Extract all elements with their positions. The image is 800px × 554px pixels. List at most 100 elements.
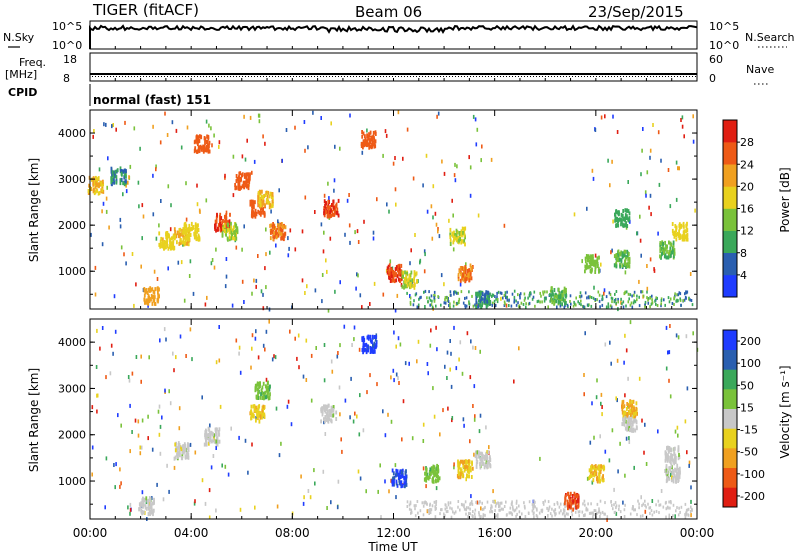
scatter-cell — [310, 353, 313, 358]
ground-scatter-cell — [409, 296, 412, 300]
echo-cell — [207, 441, 210, 446]
echo-cell — [167, 246, 170, 251]
scatter-cell — [163, 327, 166, 332]
ground-scatter-cell — [524, 296, 526, 300]
ground-scatter-cell — [596, 511, 598, 515]
echo-cell — [673, 461, 676, 466]
colorbar-segment — [723, 274, 737, 298]
scatter-cell — [615, 396, 617, 401]
ground-scatter-cell — [586, 508, 589, 512]
echo-cell — [589, 257, 592, 262]
echo-cell — [623, 253, 626, 257]
ground-scatter-cell — [493, 299, 496, 303]
scatter-cell — [320, 222, 323, 227]
ground-scatter-cell — [610, 296, 613, 300]
ground-scatter-cell — [622, 305, 625, 309]
echo-cell — [557, 287, 560, 292]
ground-scatter-cell — [527, 302, 530, 306]
echo-cell — [219, 228, 222, 233]
echo-cell — [335, 410, 338, 415]
echo-cell — [252, 200, 255, 205]
echo-cell — [143, 497, 146, 502]
echo-cell — [555, 299, 558, 304]
echo-cell — [220, 216, 223, 221]
ground-scatter-cell — [653, 510, 655, 514]
ground-scatter-cell — [444, 514, 446, 518]
echo-cell — [391, 482, 394, 487]
scatter-cell — [628, 436, 630, 441]
ground-scatter-cell — [609, 304, 612, 308]
scatter-cell — [586, 206, 588, 211]
echo-cell — [666, 446, 668, 451]
ground-scatter-cell — [450, 293, 452, 297]
scatter-cell — [476, 127, 479, 132]
ground-scatter-cell — [528, 512, 530, 515]
echo-cell — [595, 466, 598, 471]
echo-cell — [170, 246, 172, 251]
ground-scatter-cell — [534, 304, 536, 308]
echo-cell — [594, 261, 597, 266]
scatter-cell — [373, 281, 376, 286]
scatter-cell — [352, 419, 355, 424]
scatter-cell — [129, 449, 131, 454]
echo-cell — [628, 404, 630, 409]
echo-cell — [468, 466, 470, 471]
colorbar-segment — [723, 389, 737, 409]
ground-scatter-cell — [688, 297, 690, 301]
echo-cell — [235, 179, 238, 184]
scatter-cell — [356, 229, 359, 234]
scatter-cell — [294, 125, 296, 130]
echo-cell — [182, 239, 185, 244]
scatter-cell — [238, 435, 240, 440]
ground-scatter-cell — [524, 506, 526, 510]
echo-cell — [615, 223, 618, 228]
echo-cell — [625, 265, 627, 269]
ground-scatter-cell — [546, 506, 548, 510]
echo-cell — [634, 428, 637, 433]
echo-cell — [207, 144, 210, 148]
scatter-cell — [302, 501, 305, 506]
echo-cell — [261, 198, 264, 203]
echo-cell — [185, 228, 188, 232]
scatter-cell — [406, 127, 409, 132]
echo-cell — [187, 237, 190, 242]
ground-scatter-cell — [601, 303, 604, 307]
ground-scatter-cell — [523, 501, 525, 505]
echo-cell — [453, 235, 456, 240]
scatter-cell — [191, 357, 193, 362]
echo-cell — [453, 238, 455, 243]
scatter-cell — [650, 212, 652, 217]
echo-cell — [437, 475, 439, 479]
beam-title: Beam 06 — [355, 3, 422, 21]
scatter-cell — [583, 392, 585, 397]
ground-scatter-cell — [508, 511, 511, 515]
echo-cell — [588, 255, 591, 260]
echo-cell — [215, 216, 218, 221]
scatter-cell — [379, 463, 381, 468]
echo-cell — [621, 263, 624, 268]
echo-cell — [120, 169, 123, 173]
echo-cell — [425, 467, 427, 472]
scatter-cell — [139, 445, 141, 450]
echo-cell — [670, 460, 672, 465]
scatter-cell — [431, 236, 434, 241]
scatter-cell — [339, 343, 341, 348]
ground-scatter-cell — [644, 503, 646, 507]
scatter-cell — [623, 360, 625, 365]
echo-cell — [251, 201, 253, 205]
ground-scatter-cell — [542, 501, 544, 504]
echo-cell — [371, 142, 374, 147]
echo-cell — [406, 283, 409, 288]
echo-cell — [374, 132, 377, 136]
scatter-cell — [253, 159, 256, 164]
scatter-cell — [651, 499, 654, 503]
ground-scatter-cell — [428, 509, 431, 513]
echo-cell — [481, 301, 484, 306]
echo-cell — [166, 241, 168, 246]
echo-cell — [163, 241, 166, 246]
scatter-cell — [361, 305, 363, 310]
scatter-cell — [173, 368, 175, 373]
scatter-cell — [382, 153, 384, 158]
echo-cell — [471, 461, 473, 466]
ground-scatter-cell — [412, 303, 415, 307]
